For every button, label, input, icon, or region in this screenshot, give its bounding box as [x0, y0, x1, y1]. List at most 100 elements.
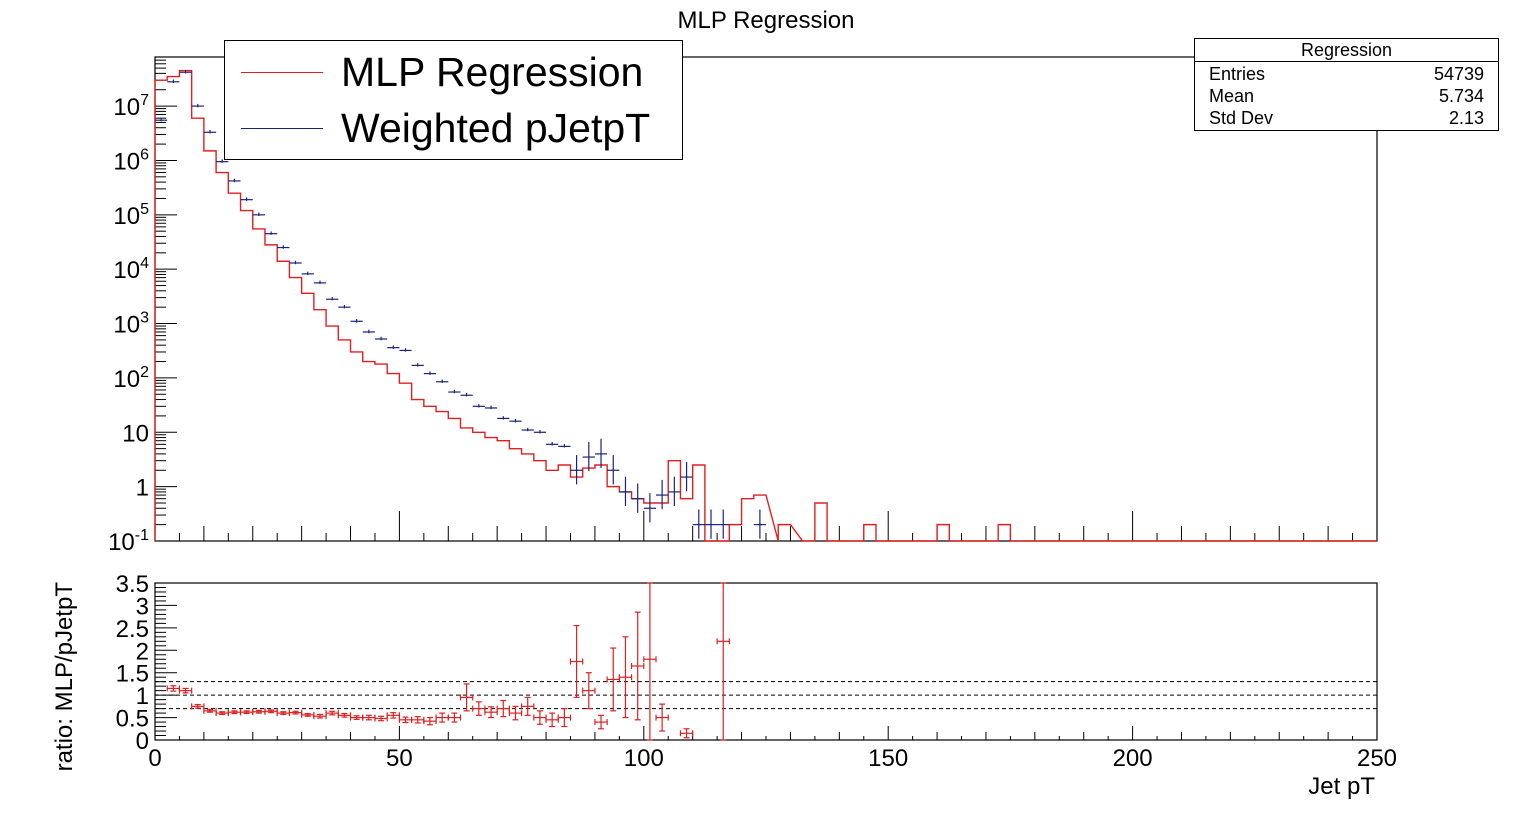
- legend: MLP Regression Weighted pJetpT: [224, 40, 683, 160]
- ratio-point: [545, 712, 559, 728]
- ratio-point: [239, 709, 254, 716]
- pjetpt-point: [301, 271, 314, 276]
- x-axis-label: Jet pT: [1308, 773, 1375, 800]
- ratio-y-tick-label: 1.5: [116, 661, 149, 688]
- stats-row-mean: Mean 5.734: [1209, 85, 1484, 107]
- pjetpt-point: [277, 245, 290, 249]
- x-tick-label: 150: [868, 745, 908, 772]
- x-tick-label: 50: [386, 745, 413, 772]
- ratio-point: [203, 707, 217, 714]
- pjetpt-point: [631, 483, 644, 513]
- ratio-point: [557, 707, 572, 728]
- ratio-point: [435, 712, 449, 723]
- ratio-point: [606, 647, 620, 712]
- y-axis-label-ratio: ratio: MLP/pJetpT: [51, 582, 78, 772]
- ratio-point: [423, 716, 437, 726]
- pjetpt-point: [338, 304, 351, 309]
- pjetpt-point: [399, 348, 412, 352]
- ratio-y-tick-label: 0.5: [116, 706, 149, 733]
- pjetpt-point: [448, 389, 461, 394]
- x-tick-label: 100: [624, 745, 664, 772]
- pjetpt-point: [643, 493, 657, 523]
- ratio-point: [313, 713, 327, 720]
- x-tick-label: 250: [1357, 745, 1397, 772]
- ratio-point: [252, 708, 266, 715]
- pjetpt-point: [179, 69, 192, 74]
- legend-label-mlp: MLP Regression: [341, 49, 644, 95]
- legend-label-pjetpt: Weighted pJetpT: [341, 105, 651, 151]
- ratio-point: [594, 714, 608, 730]
- ratio-point: [508, 705, 523, 721]
- y-tick-label: 102: [113, 364, 149, 393]
- ratio-point: [325, 710, 339, 717]
- y-tick-label: 106: [113, 146, 149, 175]
- ratio-point: [349, 714, 364, 721]
- ratio-point: [374, 715, 388, 722]
- pjetpt-point: [436, 379, 449, 383]
- ratio-point: [643, 582, 657, 741]
- ratio-point: [533, 710, 547, 725]
- pjetpt-point: [203, 130, 217, 134]
- stats-label: Mean: [1209, 86, 1255, 106]
- legend-entry-pjetpt: Weighted pJetpT: [225, 105, 650, 152]
- ratio-point: [166, 685, 181, 692]
- pjetpt-point: [546, 442, 559, 446]
- y-tick-label: 10-1: [108, 527, 149, 556]
- x-tick-label: 0: [148, 745, 161, 772]
- pjetpt-point: [191, 103, 204, 108]
- ratio-point: [716, 582, 730, 741]
- ratio-point: [411, 716, 425, 724]
- ratio-y-tick-label: 0: [136, 728, 149, 755]
- ratio-point: [386, 712, 400, 719]
- stats-title: Regression: [1195, 39, 1498, 62]
- ratio-point: [459, 683, 474, 712]
- pjetpt-point: [558, 444, 571, 448]
- y-tick-label: 1: [136, 475, 149, 502]
- pjetpt-point: [509, 418, 522, 423]
- pjetpt-point: [521, 427, 534, 432]
- pjetpt-point: [570, 455, 583, 485]
- pjetpt-point: [717, 509, 730, 539]
- ratio-y-tick-label: 3.5: [116, 571, 149, 598]
- ratio-point: [301, 711, 315, 718]
- pjetpt-point: [753, 509, 766, 539]
- x-tick-label: 200: [1113, 745, 1153, 772]
- mlp-histogram-line: [154, 69, 1377, 542]
- pjetpt-point: [680, 461, 693, 492]
- ratio-y-tick-label: 3: [136, 593, 149, 620]
- ratio-y-tick-label: 1: [136, 683, 149, 710]
- ratio-point: [630, 611, 645, 721]
- pjetpt-point: [472, 404, 485, 408]
- pjetpt-point: [423, 371, 437, 375]
- legend-swatch-pjetpt: [241, 128, 323, 129]
- ratio-point: [276, 710, 291, 717]
- ratio-point: [447, 712, 462, 723]
- y-tick-label: 103: [113, 310, 149, 339]
- ratio-point: [227, 709, 242, 716]
- pjetpt-point: [240, 197, 253, 201]
- pjetpt-point: [656, 479, 669, 510]
- pjetpt-point: [582, 441, 595, 472]
- pjetpt-point: [533, 430, 547, 434]
- legend-entry-mlp: MLP Regression: [225, 49, 643, 96]
- y-tick-label: 104: [113, 255, 149, 284]
- ratio-y-tick-label: 2.5: [116, 616, 149, 643]
- stats-box: Regression Entries 54739 Mean 5.734 Std …: [1194, 38, 1499, 131]
- ratio-point: [337, 712, 352, 719]
- ratio-point: [362, 714, 376, 721]
- ratio-point: [398, 716, 413, 724]
- ratio-point: [679, 728, 694, 739]
- pjetpt-point: [216, 159, 229, 163]
- stats-row-stddev: Std Dev 2.13: [1209, 107, 1484, 129]
- y-tick-label: 10: [122, 420, 149, 447]
- pjetpt-point: [411, 363, 424, 367]
- pjetpt-point: [374, 336, 388, 341]
- stats-value: 2.13: [1448, 108, 1484, 128]
- y-tick-label: 105: [113, 201, 149, 230]
- pjetpt-point: [362, 329, 375, 334]
- legend-swatch-mlp: [241, 72, 323, 73]
- pjetpt-point: [619, 476, 632, 507]
- pjetpt-point: [264, 231, 278, 235]
- pjetpt-point: [594, 438, 608, 469]
- pjetpt-point: [607, 455, 620, 485]
